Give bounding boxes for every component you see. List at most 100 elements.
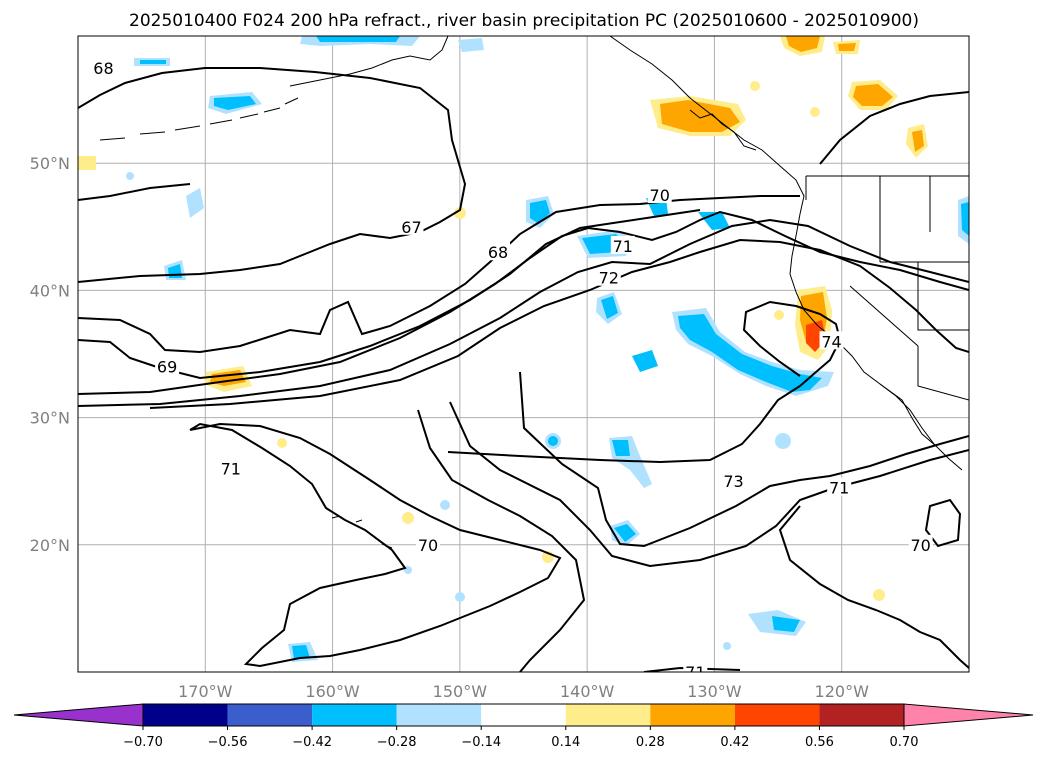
- colorbar-tick-label: −0.28: [377, 735, 417, 750]
- anomaly-patch: [961, 202, 969, 236]
- contour-label: 72: [599, 269, 619, 288]
- contour-line: [924, 498, 962, 548]
- anomaly-patch: [723, 642, 731, 650]
- contour-label-bg: [399, 216, 424, 235]
- canada-coast-islands: [689, 109, 757, 151]
- lon-tick-label: 170°W: [178, 682, 233, 701]
- contour-label-bg: [486, 242, 511, 261]
- contour-line: [643, 666, 741, 672]
- anomaly-patch: [454, 207, 466, 219]
- anomaly-patch: [455, 592, 465, 602]
- longitude-axis: 170°W 160°W 150°W 140°W 130°W 120°W: [178, 682, 869, 701]
- contour-line: [519, 371, 969, 548]
- state-borders: [805, 175, 969, 401]
- anomaly-patch: [316, 36, 400, 42]
- colorbar: −0.70 −0.56 −0.42 −0.28 −0.14 0.14 0.28 0.42 0.5…: [13, 703, 1034, 750]
- contour-label: 71: [829, 479, 849, 498]
- anomaly-patch: [601, 296, 618, 319]
- anomaly-patch: [614, 524, 636, 542]
- anomaly-patch: [775, 433, 791, 449]
- contour-label: 70: [910, 536, 930, 555]
- contour-label-bg: [721, 471, 746, 490]
- colorbar-tick-label: 0.70: [890, 735, 919, 750]
- contour-label: 71: [685, 663, 705, 682]
- positive-anomaly-patches: [78, 36, 928, 601]
- lat-tick-label: 20°N: [30, 536, 70, 555]
- contour-label-bg: [218, 458, 243, 477]
- lon-tick-label: 140°W: [560, 682, 615, 701]
- anomaly-patch: [612, 440, 630, 456]
- anomaly-patch: [78, 156, 96, 170]
- contour-label: 68: [93, 59, 113, 78]
- contour-line: [78, 209, 701, 380]
- anomaly-patch: [402, 512, 414, 524]
- colorbar-tick-label: 0.42: [720, 735, 749, 750]
- anomaly-patch: [277, 438, 287, 448]
- chart-title: 2025010400 F024 200 hPa refract., river …: [129, 11, 919, 31]
- contour-label-bg: [819, 331, 844, 350]
- anomaly-patch: [873, 589, 885, 601]
- contour-line: [417, 409, 586, 672]
- aleutian-islands: [99, 97, 299, 141]
- anomaly-patch: [292, 645, 310, 659]
- colorbar-tick-label: −0.70: [123, 735, 163, 750]
- anomaly-patch: [786, 36, 820, 52]
- alaska-coastline: [289, 36, 449, 87]
- contour-label: 71: [221, 459, 241, 478]
- colorbar-extend-low: [13, 703, 144, 727]
- contour-label-bg: [610, 235, 635, 254]
- anomaly-patch: [853, 84, 893, 106]
- contour-label-bg: [647, 185, 672, 203]
- lat-tick-label: 50°N: [30, 154, 70, 173]
- colorbar-tick-label: −0.42: [292, 735, 332, 750]
- contour-label: 68: [488, 243, 508, 262]
- contour-line: [78, 183, 191, 201]
- contour-line: [449, 401, 969, 568]
- colorbar-segment: [565, 704, 651, 726]
- anomaly-patch: [214, 96, 256, 110]
- anomaly-patch: [632, 350, 658, 372]
- contour-label-bg: [155, 356, 180, 375]
- precip-anomaly-fill: [78, 36, 969, 662]
- contour-label-bg: [683, 662, 708, 672]
- contour-label-bg: [416, 534, 441, 553]
- anomaly-patch: [140, 60, 166, 64]
- gulf-of-alaska-coast: [609, 36, 805, 215]
- lon-tick-label: 130°W: [687, 682, 742, 701]
- contour-label-bg: [908, 534, 933, 553]
- colorbar-tick-label: −0.56: [208, 735, 248, 750]
- anomaly-patch: [810, 107, 820, 117]
- colorbar-segment: [819, 704, 904, 726]
- contour-line: [587, 210, 969, 291]
- anomaly-patch: [772, 616, 800, 632]
- contour-line: [189, 422, 562, 668]
- contour-label: 69: [157, 358, 177, 377]
- anomaly-patch: [912, 130, 924, 152]
- coastlines: [99, 36, 969, 549]
- contour-label: 70: [418, 536, 438, 555]
- contour-line: [819, 91, 969, 165]
- colorbar-tick-label: −0.14: [461, 735, 501, 750]
- lat-tick-label: 40°N: [30, 281, 70, 300]
- contour-label: 74: [821, 332, 841, 351]
- contour-label-bg: [596, 267, 621, 286]
- colorbar-tick-label: 0.56: [805, 735, 834, 750]
- baja-california-coast: [879, 383, 937, 447]
- latitude-axis: 50°N 40°N 30°N 20°N: [30, 154, 70, 555]
- colorbar-extend-high: [903, 703, 1034, 727]
- contour-labels: 68 67 68 69 70 71 72 74 71 70 73 71 70 71: [91, 57, 933, 682]
- colorbar-segment: [650, 704, 735, 726]
- contour-line: [778, 505, 969, 669]
- contour-label: 67: [401, 218, 421, 237]
- anomaly-patch: [126, 172, 134, 180]
- map-plot-area: 68 67 68 69 70 71 72 74 71 70 73 71 70 71: [77, 35, 970, 682]
- contour-label-bg: [91, 57, 116, 76]
- anomaly-patch: [660, 100, 740, 132]
- anomaly-patch: [458, 38, 484, 52]
- anomaly-patch: [838, 43, 856, 51]
- map-frame: [77, 35, 970, 673]
- anomaly-patch: [548, 436, 558, 446]
- colorbar-tick-label: 0.14: [551, 735, 580, 750]
- colorbar-frame: [142, 703, 905, 727]
- anomaly-patch: [750, 81, 760, 91]
